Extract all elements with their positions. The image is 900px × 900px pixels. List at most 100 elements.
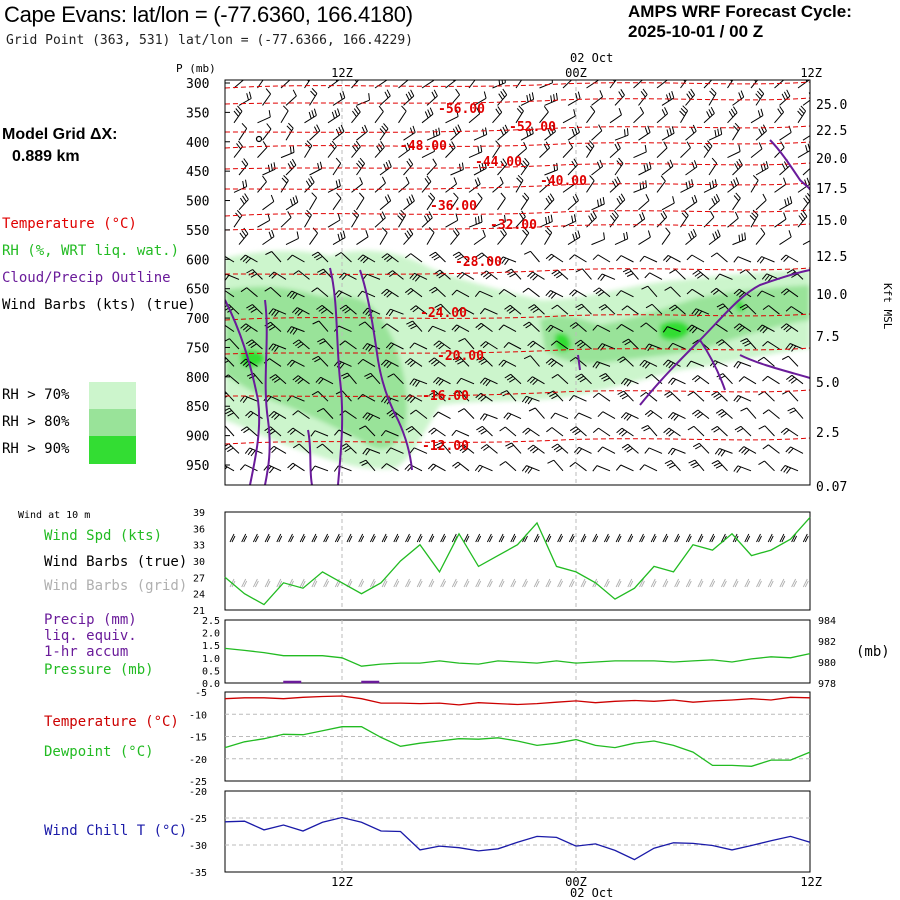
wind-barb-true [475,533,482,543]
wind-barb [802,135,810,141]
wind-barb [738,376,757,385]
wind-barb [225,324,235,333]
wind-barb [403,89,415,106]
wind-barb [620,412,639,421]
wind-barb [622,268,639,280]
temp-ytick--10: -10 [189,710,207,721]
wind-barb [479,308,498,315]
wind-barb [520,92,535,106]
temp-contour-line-6 [225,209,810,217]
temp-ytick--20: -20 [189,755,207,766]
wind-barb [225,290,235,298]
wind-barb [521,465,540,474]
wind-barb [433,411,451,420]
wind-barb [609,176,621,193]
wind-barb [661,196,675,211]
wind-barb [786,269,804,280]
wind-barb [739,303,757,315]
wind-barb [662,359,681,369]
wind-barb [426,89,438,106]
wind-barb [638,88,648,106]
wind-barb [733,465,752,473]
wind-barb [710,287,728,298]
wind-barb [476,356,493,367]
wind-barb [661,126,675,141]
wind-barb-grid [381,578,388,588]
wind-barb [451,324,470,333]
wind-barb [569,426,587,437]
wind-barb [641,424,658,437]
wind-barb-grid [779,578,786,588]
wind-barb [239,395,258,403]
temp-contour-label-11: -12.00 [422,439,469,454]
wind-barb [591,197,605,211]
wind-barb [797,80,810,89]
wind-barb [740,338,757,350]
wind-barb [504,373,522,385]
wind10m-title: Wind at 10 m [18,510,91,521]
wind-barb [544,193,555,211]
wind-barb [285,231,299,246]
wind-barb [225,465,235,472]
wind-barb [492,140,501,158]
wind-barb [268,308,287,317]
wind-barb [280,145,295,159]
wind-ytick-24: 24 [193,590,205,601]
wind-barb [380,430,399,437]
precip-bar-1 [361,680,380,684]
rh90-patch-2 [555,333,571,352]
wind-barb [332,230,346,246]
wind-ytick-33: 33 [193,541,205,552]
height-axis-label: Kft MSL [881,283,894,330]
wind-barb [714,273,733,280]
wind-barb [262,88,272,106]
legend-temperature: Temperature (°C) [2,216,137,232]
wind-barb [381,323,399,333]
pressure-ytick-978: 978 [818,679,836,690]
wind-barb [357,290,376,298]
wind-barb [574,339,592,350]
wind-barb [520,126,534,141]
wind-barb [780,254,799,263]
wind-barb [528,304,545,315]
wind-barb [633,180,647,193]
wind-barb [450,124,462,141]
temp-contour-line-3 [225,141,810,149]
temp-contour-line-1 [225,97,810,105]
wind-barb [708,127,723,141]
wind-barb [327,108,341,124]
wind-barb [357,358,376,367]
wind-barb [591,232,605,246]
wind-barb-true [756,533,762,543]
wind-barb [312,355,329,367]
wind-ytick-21: 21 [193,606,205,617]
wind-speed-line [224,516,811,606]
wind-barb [468,177,481,193]
wind-barb [385,447,404,454]
wind-barb [644,447,663,454]
wind-barb [569,254,587,263]
wind-barb-grid [791,578,798,588]
wind-barb [468,107,481,124]
wind-barb [335,252,352,263]
wind-barb [473,91,487,106]
wind-barb [663,427,681,437]
wind-barb-true [510,533,517,543]
wind-barb [732,192,741,211]
precip-ytick-1.5: 1.5 [202,641,220,652]
wind-barb [240,287,258,298]
wind-barb [755,193,767,211]
wind-barb-true [264,533,271,543]
wind-barb [774,141,785,158]
wind-barb [356,93,370,106]
wind-barb [458,337,475,350]
windchill-ytick--20: -20 [189,787,207,798]
label-wind-barbs-true: Wind Barbs (true) [44,554,188,570]
wind-barb-true [685,533,692,543]
wind-barb-grid [802,578,809,588]
wind-barb [755,227,766,245]
wind-barb [264,426,282,437]
wind-barb [364,372,381,385]
wind-barb-true [323,533,330,543]
wind-barb [351,209,360,228]
